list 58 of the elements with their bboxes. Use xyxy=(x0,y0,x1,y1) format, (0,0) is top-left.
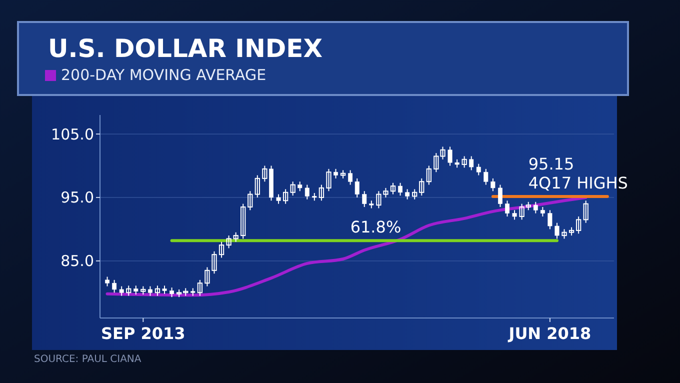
candlestick xyxy=(533,201,538,214)
candlestick xyxy=(398,182,403,196)
candlestick xyxy=(197,279,203,296)
candlestick xyxy=(540,206,545,217)
legend-label: 200-DAY MOVING AVERAGE xyxy=(61,66,266,84)
candlestick xyxy=(126,285,132,296)
line-series xyxy=(106,196,588,297)
candlestick xyxy=(254,174,260,198)
candlestick xyxy=(282,188,288,204)
candlestick xyxy=(290,181,296,196)
candlestick xyxy=(362,190,367,208)
candlestick xyxy=(112,279,117,294)
candlestick xyxy=(412,188,418,200)
candlestick xyxy=(484,168,488,186)
source-note: SOURCE: PAUL CIANA xyxy=(34,354,142,365)
candlestick xyxy=(298,181,302,192)
candlestick xyxy=(170,287,174,298)
candlestick xyxy=(218,241,224,258)
candlestick xyxy=(548,210,552,230)
candlestick xyxy=(576,216,582,234)
x-tick-label: JUN 2018 xyxy=(508,324,592,343)
candlestick xyxy=(583,200,588,224)
candlestick xyxy=(240,203,246,240)
candlestick xyxy=(476,163,481,176)
candlestick xyxy=(304,184,310,200)
candlestick xyxy=(248,190,253,211)
candlestick xyxy=(354,178,360,198)
candlestick xyxy=(505,200,510,217)
annotation: 95.15 4Q17 HIGHS xyxy=(528,154,628,193)
y-tick-label: 85.0 xyxy=(60,252,94,270)
y-tick-label: 105.0 xyxy=(51,125,94,144)
y-tick-label: 95.0 xyxy=(60,188,94,207)
candlestick xyxy=(554,222,560,240)
candlestick xyxy=(105,276,110,287)
candlestick xyxy=(390,182,396,195)
chart-title: U.S. DOLLAR INDEX xyxy=(48,34,322,63)
candlestick xyxy=(498,184,502,208)
annotation: 61.8% xyxy=(350,218,402,237)
candlestick xyxy=(448,146,452,166)
candlestick xyxy=(512,210,517,220)
candlestick xyxy=(469,156,474,171)
candlestick xyxy=(490,178,496,192)
candlestick xyxy=(419,178,424,196)
candlestick xyxy=(562,228,567,240)
candlestick xyxy=(276,194,281,204)
candlestick xyxy=(426,165,432,186)
candlestick xyxy=(318,184,324,202)
candlestick xyxy=(154,285,160,296)
candlestick xyxy=(462,156,467,168)
candlestick xyxy=(233,232,238,242)
candlestick xyxy=(334,168,338,179)
candlestick xyxy=(226,235,232,249)
candlestick xyxy=(326,168,332,192)
candlestick xyxy=(348,170,353,186)
candlestick xyxy=(119,286,124,296)
candlestick xyxy=(148,286,152,296)
candlestick xyxy=(405,188,410,200)
x-tick-label: SEP 2013 xyxy=(101,324,186,343)
